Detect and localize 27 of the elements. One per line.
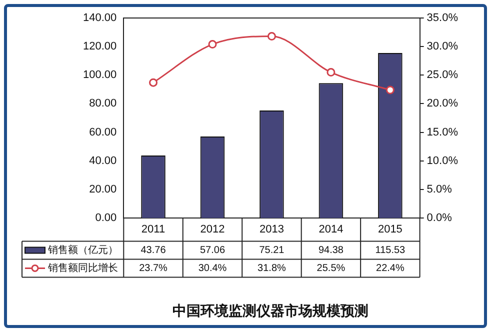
y-tick-label: 120.00 <box>82 40 117 53</box>
y2-tick-label: 15.0% <box>426 126 458 138</box>
y-tick-label: 40.00 <box>89 154 117 167</box>
y-tick-label: 140.00 <box>82 12 117 24</box>
x-tick-label: 2012 <box>200 224 225 236</box>
y-tick-label: 100.00 <box>82 69 117 82</box>
x-tick-label: 2013 <box>259 224 284 236</box>
x-tick-label: 2014 <box>318 224 344 236</box>
y2-tick-label: 10.0% <box>426 154 458 167</box>
x-tick-label: 2015 <box>378 224 402 236</box>
y2-tick-label: 35.0% <box>426 12 458 24</box>
y2-tick-label: 30.0% <box>426 40 458 53</box>
point <box>208 40 217 49</box>
x-tick-label: 2011 <box>141 224 166 236</box>
y-tick-label: 20.00 <box>89 183 117 196</box>
point <box>267 32 276 41</box>
y-tick-label: 80.00 <box>89 98 117 110</box>
y-tick-label: 0.00 <box>95 212 117 224</box>
point <box>326 68 336 77</box>
y2-tick-label: 0.0% <box>426 212 452 224</box>
y2-tick-label: 20.0% <box>426 98 458 110</box>
y2-tick-label: 25.0% <box>426 69 458 82</box>
y-tick-label: 60.00 <box>89 126 117 138</box>
point <box>386 86 394 94</box>
text: 中国环境监测仪器市场规模预测 <box>172 302 368 318</box>
y2-tick-label: 5.0% <box>426 183 452 196</box>
point <box>149 78 158 87</box>
